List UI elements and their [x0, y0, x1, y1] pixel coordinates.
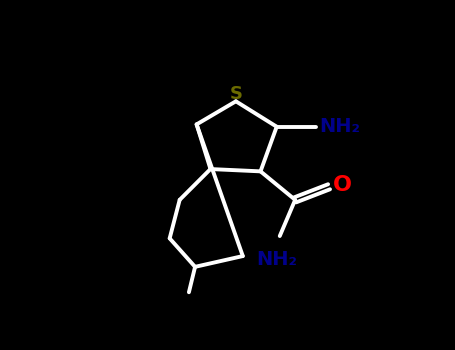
Text: NH₂: NH₂	[319, 117, 360, 136]
Text: S: S	[229, 85, 243, 103]
Text: O: O	[333, 175, 352, 195]
Text: NH₂: NH₂	[256, 250, 297, 269]
